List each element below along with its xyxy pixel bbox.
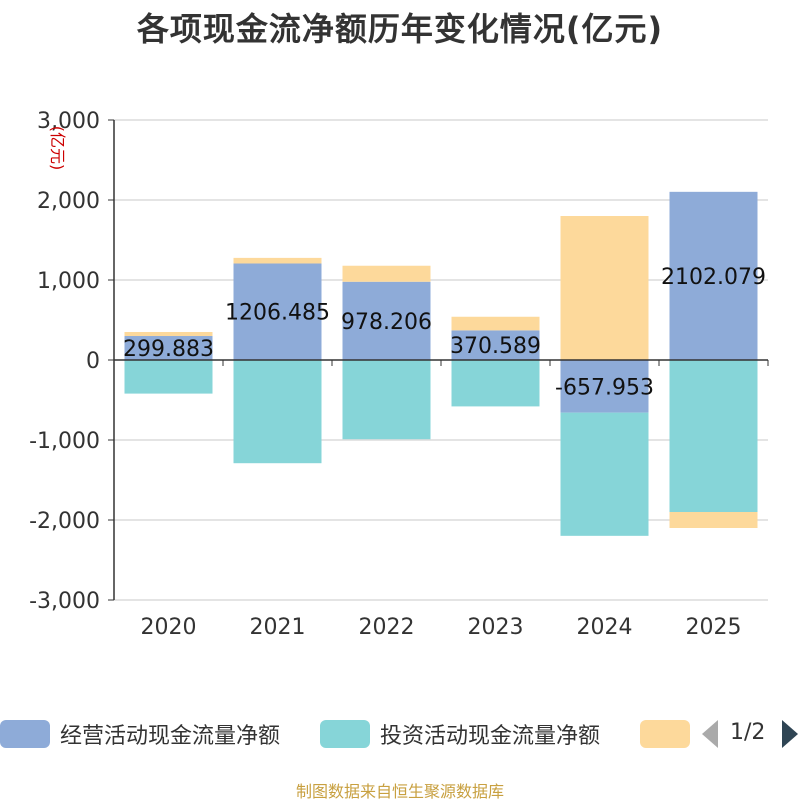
y-tick-label: 2,000 (37, 189, 100, 214)
legend-item-investing[interactable]: 投资活动现金流量净额 (320, 714, 600, 754)
data-label-2020: 299.883 (123, 337, 214, 362)
x-tick-label: 2021 (250, 615, 306, 640)
bar-2025-s2 (669, 512, 758, 528)
axes: 3,000 2,000 1,000 0 -1,000 -2,000 -3,000 2020 20… (29, 109, 769, 640)
source-note: 制图数据来自恒生聚源数据库 (295, 782, 504, 801)
bars (124, 191, 758, 536)
y-tick-label: 0 (86, 349, 100, 374)
legend-swatch-operating (0, 720, 50, 748)
data-label-2022: 978.206 (341, 310, 432, 335)
bar-2024-s1 (560, 412, 649, 536)
legend-next-page-icon[interactable] (782, 720, 798, 748)
legend-page-indicator: 1/2 (730, 720, 766, 745)
x-tick-label: 2025 (686, 615, 742, 640)
bar-2020-s2 (124, 332, 213, 337)
grid-lines (114, 119, 768, 601)
y-tick-label: 3,000 (37, 109, 100, 134)
data-label-2024: -657.953 (555, 375, 654, 400)
legend-item-third[interactable] (640, 714, 700, 754)
bar-2022-s0 (342, 281, 431, 360)
legend-label-investing: 投资活动现金流量净额 (380, 724, 601, 749)
y-tick-label: -2,000 (29, 509, 100, 534)
y-axis-unit-label: (亿元) (48, 126, 67, 171)
bar-2021-s2 (233, 257, 322, 264)
legend-swatch-investing (320, 720, 370, 748)
legend-prev-page-icon[interactable] (702, 720, 718, 748)
bar-2025-s0 (669, 191, 758, 360)
y-tick-label: 1,000 (37, 269, 100, 294)
bar-2024-s2 (560, 216, 649, 360)
bar-2021-s0 (233, 263, 322, 360)
bar-2024-s0 (560, 360, 649, 413)
legend-item-operating[interactable]: 经营活动现金流量净额 (0, 714, 280, 754)
data-label-2023: 370.589 (450, 334, 541, 359)
x-tick-label: 2023 (468, 615, 524, 640)
x-tick-label: 2024 (577, 615, 633, 640)
y-tick-label: -1,000 (29, 429, 100, 454)
legend-label-operating: 经营活动现金流量净额 (60, 724, 281, 749)
bar-2023-s0 (451, 330, 540, 360)
bar-2020-s1 (124, 360, 213, 394)
x-tick-label: 2020 (141, 615, 197, 640)
legend-swatch-third (640, 720, 690, 748)
y-tick-label: -3,000 (29, 589, 100, 614)
bar-2020-s0 (124, 336, 213, 360)
bar-2023-s2 (451, 316, 540, 331)
data-labels: 299.883 1206.485 978.206 370.589 -657.953 210… (123, 265, 766, 400)
bar-2022-s2 (342, 265, 431, 282)
chart-plot: 3,000 2,000 1,000 0 -1,000 -2,000 -3,000 2020 20… (29, 109, 769, 640)
data-label-2025: 2102.079 (661, 265, 766, 290)
chart-title: 各项现金流净额历年变化情况(亿元) (136, 10, 664, 48)
bar-2023-s1 (451, 360, 540, 407)
legend: 经营活动现金流量净额 投资活动现金流量净额 1/2 (0, 714, 800, 754)
bar-2025-s1 (669, 360, 758, 512)
x-tick-label: 2022 (359, 615, 415, 640)
data-label-2021: 1206.485 (225, 301, 330, 326)
bar-2022-s1 (342, 360, 431, 440)
bar-2021-s1 (233, 360, 322, 464)
